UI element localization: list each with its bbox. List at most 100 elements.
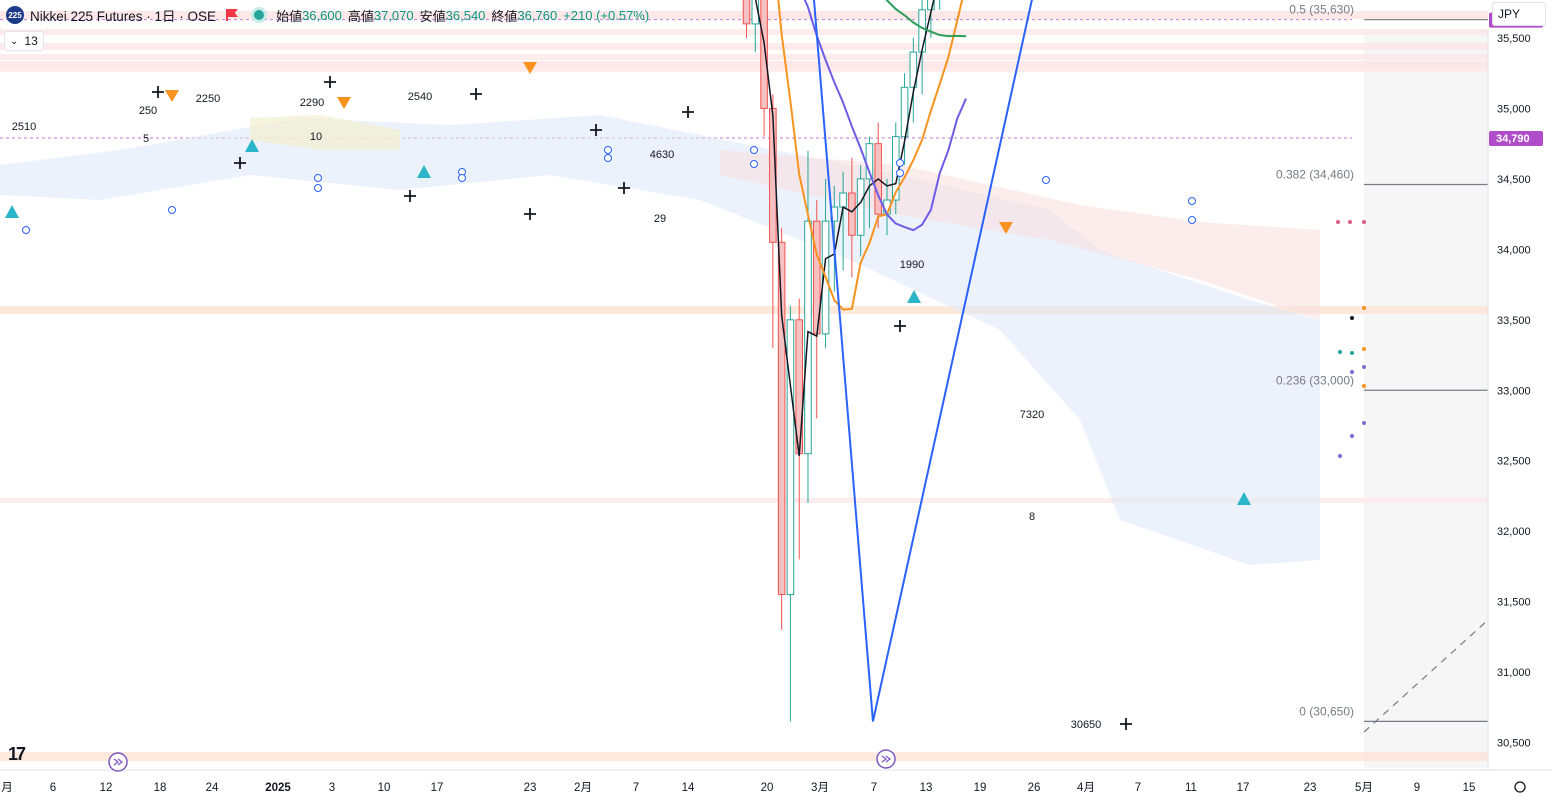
- fib-trend-line: [1363, 619, 1489, 733]
- price-axis-bg: [1488, 30, 1552, 770]
- flag-icon[interactable]: [226, 9, 238, 21]
- pivot-circle: [168, 206, 176, 214]
- high-value: 37,070: [373, 7, 414, 23]
- time-tick: 6: [50, 782, 56, 794]
- cross-marker: [524, 208, 536, 220]
- fib-label: 0.382 (34,460): [1276, 168, 1354, 182]
- fib-label: 0.5 (35,630): [1289, 3, 1354, 17]
- cross-marker: [470, 88, 482, 100]
- candle-body: [742, 0, 751, 25]
- pivot-label: 4630: [650, 149, 674, 161]
- pivot-circle: [22, 226, 30, 234]
- pivot-label: 30650: [1071, 719, 1102, 731]
- chart-header: 225 Nikkei 225 Futures · 1日 · OSE 始値 36,…: [0, 0, 1490, 30]
- close-value: 36,760: [517, 7, 558, 23]
- pivot-circle: [1042, 176, 1050, 184]
- ma-fast-line: [754, 0, 935, 457]
- high-label: 高値: [347, 8, 374, 24]
- buy-triangle-icon: [5, 205, 19, 218]
- price-tick: 32,000: [1497, 526, 1531, 538]
- pivot-circle: [604, 154, 612, 162]
- price-tick: 33,500: [1497, 315, 1531, 327]
- buy-triangle-icon: [1237, 492, 1251, 505]
- pivot-label: 2250: [196, 93, 220, 105]
- sr-band: [0, 66, 1488, 72]
- time-tick: 17: [1237, 782, 1250, 794]
- tradingview-logo-icon[interactable]: 17: [8, 744, 26, 764]
- cloud-pink: [720, 150, 1320, 320]
- projection-dot: [1336, 220, 1340, 224]
- settings-gear-icon: [1514, 781, 1526, 793]
- pivot-circle: [314, 174, 322, 182]
- fib-label: 0.236 (33,000): [1276, 373, 1354, 387]
- sell-triangle-icon: [165, 90, 179, 102]
- indicators-count: 13: [24, 34, 38, 48]
- cross-marker: [894, 320, 906, 332]
- pivot-label: 7320: [1020, 409, 1044, 421]
- pivot-circle: [458, 174, 466, 182]
- projection-dot: [1362, 421, 1366, 425]
- price-tick: 30,500: [1497, 738, 1531, 750]
- time-tick: 11: [1185, 782, 1197, 794]
- candle-body: [856, 178, 865, 236]
- projection-dot: [1362, 306, 1366, 310]
- time-tick: 23: [524, 782, 537, 794]
- pivot-label: 8: [1029, 511, 1035, 523]
- time-tick: 13: [920, 782, 933, 794]
- time-tick: 23: [1304, 782, 1317, 794]
- projection-dot: [1350, 351, 1354, 355]
- time-tick: 2025: [265, 782, 291, 794]
- cross-marker: [1120, 718, 1132, 730]
- sr-band: [0, 43, 1488, 50]
- sr-band: [0, 54, 1488, 60]
- event-arrow: [113, 758, 124, 766]
- time-tick: 2月: [574, 782, 592, 794]
- zigzag-line: [812, 0, 1033, 722]
- sr-band: [0, 752, 1488, 761]
- pivot-circle: [896, 159, 904, 167]
- time-tick: 月: [1, 782, 13, 794]
- time-tick: 15: [1463, 782, 1476, 794]
- time-tick: 12: [100, 782, 113, 794]
- symbol-title[interactable]: Nikkei 225 Futures · 1日 · OSE: [30, 9, 217, 24]
- market-status-icon[interactable]: [254, 10, 265, 20]
- pivot-label: 1990: [900, 259, 924, 271]
- candle-body: [848, 192, 856, 236]
- chevron-down-icon[interactable]: ⌄: [10, 35, 19, 47]
- candle-body: [760, 0, 768, 109]
- indicators-toggle[interactable]: ⌄ 13: [4, 31, 44, 51]
- buy-triangle-icon: [245, 139, 259, 152]
- open-label: 始値: [276, 8, 303, 24]
- pivot-circle: [896, 169, 904, 177]
- pivot-label: 10: [310, 131, 322, 143]
- pivot-circle: [750, 160, 758, 168]
- buy-triangle-icon: [417, 165, 431, 178]
- price-tick: 34,500: [1497, 174, 1531, 186]
- buy-triangle-icon: [907, 290, 921, 303]
- time-axis-bg: [0, 770, 1552, 800]
- pivot-circle: [1188, 216, 1196, 224]
- price-tick: 31,000: [1497, 667, 1531, 679]
- symbol-logo-icon[interactable]: 225: [6, 6, 24, 24]
- cross-marker: [404, 190, 416, 202]
- sr-band: [0, 306, 1488, 314]
- time-tick: 24: [206, 782, 219, 794]
- time-tick: 3: [329, 782, 335, 794]
- cross-marker: [152, 86, 164, 98]
- projection-dot: [1338, 454, 1342, 458]
- cross-marker: [234, 157, 246, 169]
- cross-marker: [590, 124, 602, 136]
- price-tick: 34,000: [1497, 244, 1531, 256]
- low-value: 36,540: [445, 7, 486, 23]
- cloud-yellow: [250, 115, 400, 150]
- sr-band: [0, 29, 1488, 35]
- time-tick: 9: [1414, 782, 1420, 794]
- time-tick: 7: [871, 782, 877, 794]
- time-tick: 7: [633, 782, 639, 794]
- currency-selector[interactable]: JPY: [1492, 2, 1546, 26]
- time-tick: 17: [431, 782, 444, 794]
- sell-triangle-icon: [523, 62, 537, 74]
- time-tick: 7: [1135, 782, 1141, 794]
- price-tag: [1489, 131, 1543, 147]
